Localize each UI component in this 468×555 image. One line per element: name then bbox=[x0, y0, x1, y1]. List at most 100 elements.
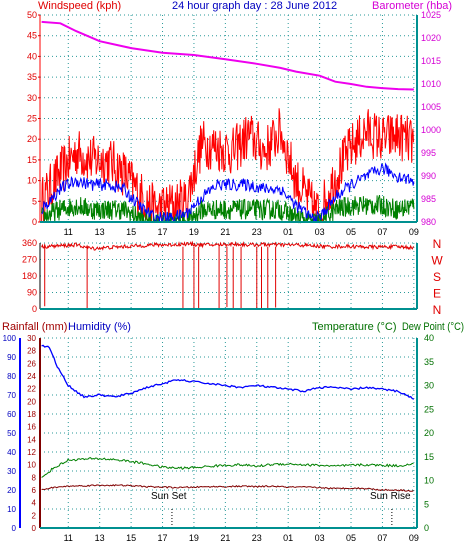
tick-label-rainfall: 14 bbox=[27, 435, 36, 444]
x-tick-label-panel3: 07 bbox=[377, 533, 387, 543]
tick-label-rainfall: 20 bbox=[27, 397, 36, 406]
tick-label-humidity: 70 bbox=[7, 391, 16, 400]
tick-label-rainfall: 2 bbox=[32, 511, 37, 520]
x-tick-label-wind: 09 bbox=[409, 227, 419, 237]
series-line-dewpoint bbox=[41, 484, 414, 492]
x-tick-label-wind: 19 bbox=[189, 227, 199, 237]
series-line-gust bbox=[41, 108, 414, 224]
tick-label-rainfall: 4 bbox=[32, 499, 37, 508]
tick-label-rainfall: 6 bbox=[32, 486, 37, 495]
tick-label-humidity: 60 bbox=[7, 410, 16, 419]
windspeed-axis-title: Windspeed (kph) bbox=[38, 0, 121, 12]
x-tick-label-panel3: 09 bbox=[409, 533, 419, 543]
tick-label-humidity: 0 bbox=[12, 524, 17, 533]
x-tick-label-wind: 13 bbox=[95, 227, 105, 237]
tick-label-temperature: 20 bbox=[424, 428, 434, 438]
tick-label-rainfall: 8 bbox=[32, 473, 37, 482]
x-tick-label-wind: 23 bbox=[252, 227, 262, 237]
x-tick-label-panel3: 17 bbox=[158, 533, 168, 543]
tick-label-direction: 180 bbox=[22, 271, 37, 281]
tick-label-rainfall: 0 bbox=[32, 524, 37, 533]
tick-label-barometer: 1000 bbox=[421, 125, 441, 135]
tick-label-rainfall: 16 bbox=[27, 423, 36, 432]
x-tick-label-panel3: 03 bbox=[315, 533, 325, 543]
tick-label-temperature: 35 bbox=[424, 357, 434, 367]
tick-label-temperature: 15 bbox=[424, 452, 434, 462]
tick-label-barometer: 1020 bbox=[421, 33, 441, 43]
tick-label-temperature: 0 bbox=[424, 523, 429, 533]
tick-label-humidity: 80 bbox=[7, 372, 16, 381]
tick-label-direction: 90 bbox=[27, 288, 37, 298]
chart-title: 24 hour graph day : 28 June 2012 bbox=[172, 0, 337, 12]
tick-label-barometer: 1025 bbox=[421, 10, 441, 20]
x-tick-label-wind: 11 bbox=[64, 227, 73, 237]
x-tick-label-wind: 03 bbox=[315, 227, 325, 237]
humidity-axis-title: Humidity (%) bbox=[68, 321, 131, 333]
series-line-humidity bbox=[41, 344, 415, 400]
series-layer bbox=[41, 20, 417, 529]
x-tick-label-wind: 07 bbox=[377, 227, 387, 237]
tick-label-direction: 360 bbox=[22, 238, 37, 248]
temperature-axis-title: Temperature (°C) bbox=[312, 321, 396, 333]
x-tick-label-panel3: 15 bbox=[126, 533, 136, 543]
sunrise-annotation: Sun Rise bbox=[370, 491, 411, 502]
tick-label-direction: 0 bbox=[32, 304, 37, 314]
tick-label-compass: E bbox=[433, 287, 441, 301]
tick-label-rainfall: 28 bbox=[27, 347, 36, 356]
tick-label-wind: 0 bbox=[32, 217, 37, 227]
tick-label-temperature: 30 bbox=[424, 381, 434, 391]
x-tick-label-panel3: 01 bbox=[283, 533, 293, 543]
x-tick-label-panel3: 21 bbox=[220, 533, 230, 543]
tick-label-barometer: 1010 bbox=[421, 79, 441, 89]
barometer-axis-title: Barometer (hba) bbox=[372, 0, 452, 12]
tick-label-compass: N bbox=[433, 303, 442, 317]
tick-label-wind: 20 bbox=[27, 134, 37, 144]
x-tick-label-wind: 21 bbox=[220, 227, 230, 237]
x-tick-label-wind: 17 bbox=[158, 227, 168, 237]
x-tick-label-panel3: 11 bbox=[64, 533, 73, 543]
tick-label-rainfall: 22 bbox=[27, 385, 36, 394]
tick-label-humidity: 100 bbox=[3, 334, 17, 343]
tick-label-direction: 270 bbox=[22, 255, 37, 265]
tick-label-rainfall: 12 bbox=[27, 448, 36, 457]
tick-label-humidity: 40 bbox=[7, 448, 16, 457]
x-tick-label-panel3: 23 bbox=[252, 533, 262, 543]
series-line-temperature bbox=[41, 457, 414, 478]
tick-label-rainfall: 30 bbox=[27, 334, 36, 343]
tick-label-barometer: 980 bbox=[421, 217, 436, 227]
tick-label-barometer: 985 bbox=[421, 194, 436, 204]
tick-label-compass: S bbox=[433, 270, 441, 284]
tick-label-compass: N bbox=[433, 237, 442, 251]
tick-label-wind: 30 bbox=[27, 93, 37, 103]
tick-label-temperature: 10 bbox=[424, 476, 434, 486]
grid-layer bbox=[40, 14, 417, 529]
dewpoint-axis-title: Dew Point (°C) bbox=[402, 321, 464, 333]
series-line-avg-wind bbox=[41, 162, 415, 223]
tick-label-barometer: 1015 bbox=[421, 56, 441, 66]
tick-label-temperature: 5 bbox=[424, 499, 429, 509]
tick-label-rainfall: 18 bbox=[27, 410, 36, 419]
tick-label-compass: W bbox=[431, 254, 443, 268]
x-tick-label-panel3: 19 bbox=[189, 533, 199, 543]
tick-label-wind: 10 bbox=[27, 176, 37, 186]
tick-label-humidity: 90 bbox=[7, 353, 16, 362]
sunset-annotation: Sun Set bbox=[151, 491, 187, 502]
tick-label-temperature: 25 bbox=[424, 404, 434, 414]
tick-label-barometer: 990 bbox=[421, 171, 436, 181]
x-tick-label-wind: 05 bbox=[346, 227, 356, 237]
tick-label-humidity: 30 bbox=[7, 467, 16, 476]
tick-label-humidity: 50 bbox=[7, 429, 16, 438]
tick-label-humidity: 20 bbox=[7, 486, 16, 495]
tick-label-rainfall: 10 bbox=[27, 461, 36, 470]
tick-label-wind: 5 bbox=[32, 196, 37, 206]
tick-label-wind: 40 bbox=[27, 51, 37, 61]
tick-label-rainfall: 26 bbox=[27, 359, 36, 368]
x-tick-label-wind: 01 bbox=[283, 227, 293, 237]
tick-label-barometer: 1005 bbox=[421, 102, 441, 112]
series-line-min-wind bbox=[41, 194, 415, 224]
tick-label-barometer: 995 bbox=[421, 148, 436, 158]
tick-label-rainfall: 24 bbox=[27, 372, 36, 381]
tick-label-humidity: 10 bbox=[7, 505, 16, 514]
